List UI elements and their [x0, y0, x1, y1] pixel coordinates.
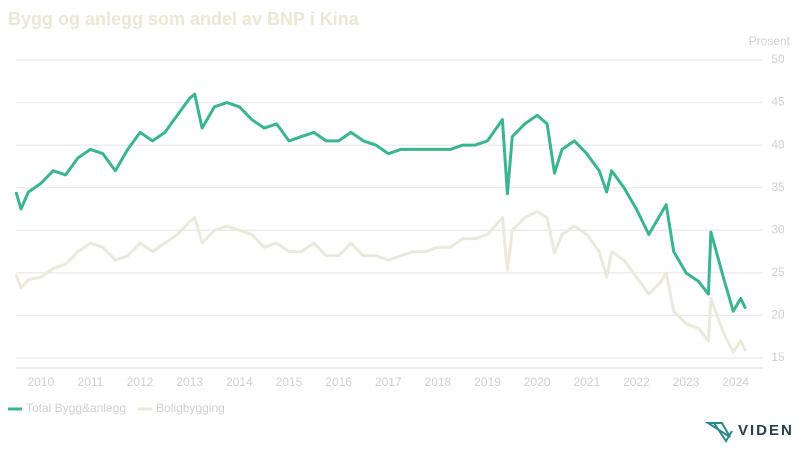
x-tick-label: 2010	[27, 375, 54, 389]
chart-title: Bygg og anlegg som andel av BNP i Kina	[8, 9, 360, 29]
x-tick-label: 2022	[623, 375, 650, 389]
y-axis-label: Prosent	[749, 34, 791, 48]
line-series	[14, 210, 747, 354]
y-tick-label: 25	[771, 265, 785, 279]
x-tick-label: 2011	[78, 375, 104, 389]
x-tick-label: 2016	[325, 375, 352, 389]
x-tick-label: 2018	[425, 375, 452, 389]
logo: VIDEN	[704, 422, 794, 443]
y-tick-label: 45	[771, 95, 785, 109]
legend-item: Total Bygg&anlegg	[8, 401, 126, 415]
x-tick-label: 2017	[375, 375, 402, 389]
x-tick-label: 2019	[474, 375, 501, 389]
y-tick-label: 20	[771, 308, 785, 322]
y-tick-label: 30	[771, 222, 785, 236]
x-tick-label: 2014	[226, 375, 253, 389]
y-tick-label: 15	[771, 350, 785, 364]
y-tick-label: 40	[771, 137, 785, 151]
y-tick-label: 35	[771, 180, 785, 194]
legend-item: Boligbygging	[138, 401, 225, 415]
x-tick-label: 2023	[673, 375, 700, 389]
x-tick-label: 2012	[127, 375, 154, 389]
legend-label: Total Bygg&anlegg	[26, 401, 126, 415]
legend-label: Boligbygging	[156, 401, 225, 415]
x-tick-label: 2013	[176, 375, 203, 389]
line-series	[14, 92, 747, 313]
y-tick-label: 50	[771, 52, 785, 66]
x-tick-label: 2024	[722, 375, 749, 389]
x-tick-label: 2020	[524, 375, 551, 389]
logo-icon	[704, 422, 733, 443]
x-tick-label: 2021	[573, 375, 600, 389]
x-tick-label: 2015	[276, 375, 303, 389]
logo-text: VIDEN	[738, 422, 794, 439]
